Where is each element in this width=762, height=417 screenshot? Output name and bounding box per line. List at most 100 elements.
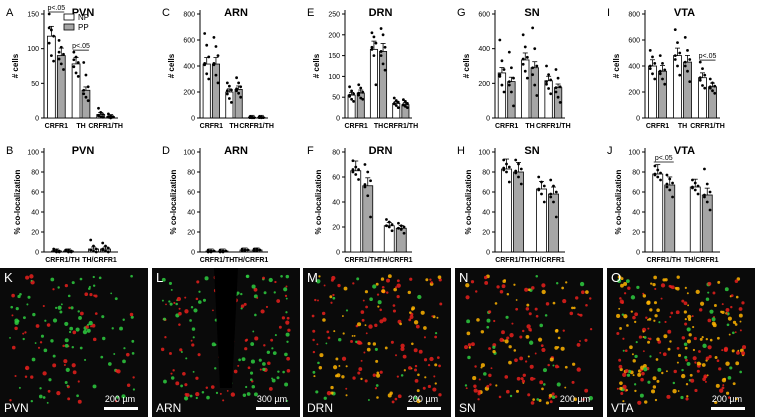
cell-marker <box>14 318 19 323</box>
cell-marker <box>25 275 30 280</box>
cell-marker <box>738 313 743 318</box>
cell-marker <box>486 318 491 323</box>
cell-marker <box>190 339 193 342</box>
cell-marker <box>688 333 692 337</box>
cell-marker <box>18 386 21 389</box>
cell-marker <box>418 349 423 354</box>
data-point <box>224 249 228 253</box>
data-point <box>658 72 662 76</box>
y-axis-label: % co-localization <box>314 169 323 234</box>
data-point <box>531 26 535 30</box>
cell-marker <box>411 342 414 346</box>
cell-marker <box>172 369 175 372</box>
cell-marker <box>667 347 671 351</box>
chart-title: SN <box>524 145 539 157</box>
cell-marker <box>173 301 176 305</box>
cell-marker <box>379 370 383 374</box>
cell-marker <box>642 336 645 338</box>
cell-marker <box>433 375 436 378</box>
scale-bar <box>559 407 593 410</box>
cell-marker <box>377 300 382 305</box>
cell-marker <box>212 309 214 312</box>
data-point <box>372 35 376 39</box>
cell-marker <box>50 277 55 282</box>
data-point <box>519 182 523 186</box>
data-point <box>705 182 709 186</box>
cell-marker <box>725 308 730 312</box>
cell-marker <box>684 317 687 321</box>
cell-marker <box>663 334 668 339</box>
cell-marker <box>130 274 133 278</box>
y-tick-label: 150 <box>27 12 39 19</box>
data-point <box>703 195 706 199</box>
cell-marker <box>701 363 706 367</box>
cell-marker <box>644 400 648 404</box>
cell-marker <box>629 345 633 350</box>
cell-marker <box>254 336 259 341</box>
cell-marker <box>40 334 44 338</box>
cell-marker <box>699 301 705 306</box>
cell-marker <box>741 345 747 350</box>
cell-marker <box>84 292 89 297</box>
data-point <box>521 33 525 37</box>
cell-marker <box>409 311 412 314</box>
data-point <box>659 178 662 182</box>
cell-marker <box>488 373 492 378</box>
data-point <box>659 171 662 175</box>
significance-label: p<.05 <box>655 155 673 162</box>
cell-marker <box>701 336 704 339</box>
cell-marker <box>543 383 546 386</box>
y-tick-label: 0 <box>486 116 490 123</box>
cell-marker <box>286 316 290 320</box>
cell-marker <box>672 381 676 385</box>
cell-marker <box>557 336 561 340</box>
data-point <box>361 97 365 101</box>
chart-title: VTA <box>674 145 695 157</box>
data-point <box>658 69 662 73</box>
x-tick-label: TH <box>374 123 383 130</box>
data-point <box>705 200 709 204</box>
bar-pp <box>211 63 220 119</box>
data-point <box>99 111 103 114</box>
cell-marker <box>431 315 434 318</box>
cell-marker <box>272 351 277 356</box>
cell-marker <box>312 329 316 333</box>
cell-marker <box>367 342 371 346</box>
data-point <box>676 41 679 44</box>
cell-marker <box>50 339 54 343</box>
cell-marker <box>576 343 581 347</box>
x-tick-label: TH/CRFR1 <box>82 257 117 264</box>
y-tick-label: 40 <box>482 210 490 217</box>
cell-marker <box>656 337 660 341</box>
cell-marker <box>627 286 631 290</box>
data-point <box>711 89 714 93</box>
bar-np <box>350 170 362 253</box>
cell-marker <box>193 308 198 313</box>
cell-marker <box>330 391 334 395</box>
cell-marker <box>27 295 31 299</box>
data-point <box>357 168 360 171</box>
data-point <box>554 190 558 194</box>
cell-marker <box>170 372 173 375</box>
region-label: ARN <box>156 401 181 415</box>
cell-marker <box>79 346 83 350</box>
data-point <box>47 41 51 45</box>
scale-bar <box>256 407 290 410</box>
cell-marker <box>561 286 564 290</box>
cell-marker <box>400 374 404 377</box>
cell-marker <box>719 388 724 393</box>
cell-marker <box>42 396 46 399</box>
data-point <box>235 76 238 80</box>
cell-marker <box>286 340 289 343</box>
cell-marker <box>286 356 291 361</box>
cell-marker <box>727 316 732 321</box>
cell-marker <box>661 371 664 375</box>
cell-marker <box>391 400 395 404</box>
cell-marker <box>263 344 266 347</box>
cell-marker <box>39 341 43 344</box>
cell-marker <box>636 285 640 289</box>
cell-marker <box>521 329 525 333</box>
data-point <box>396 106 400 109</box>
data-point <box>665 185 669 189</box>
cell-marker <box>529 364 534 369</box>
